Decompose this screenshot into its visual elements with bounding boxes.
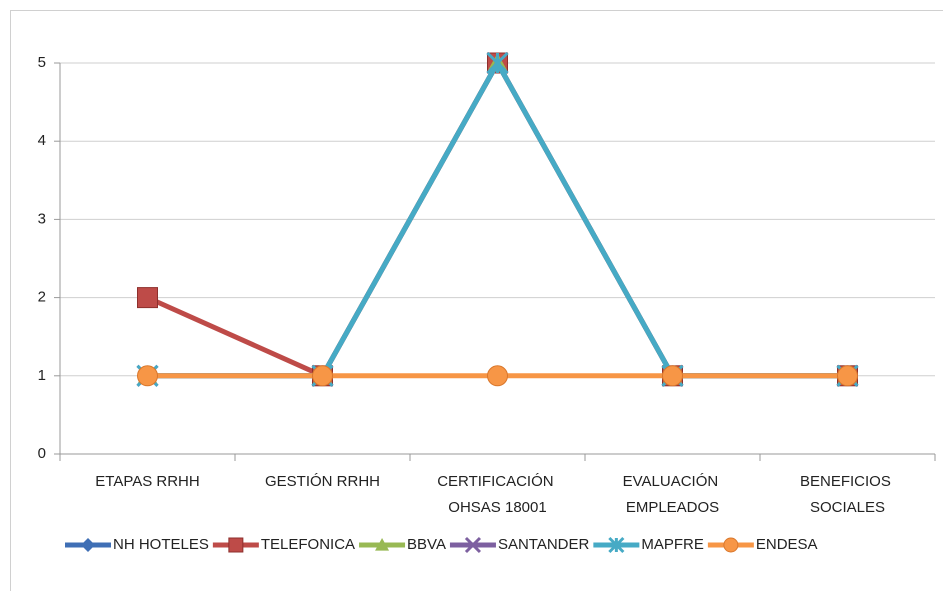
marker xyxy=(228,537,244,553)
legend-label: BBVA xyxy=(407,536,446,553)
marker xyxy=(81,538,95,552)
marker xyxy=(464,536,482,554)
y-tick-label: 3 xyxy=(38,210,46,227)
legend-label: TELEFONICA xyxy=(261,536,355,553)
marker xyxy=(486,51,509,75)
y-tick-label: 1 xyxy=(38,367,46,384)
marker xyxy=(137,287,158,309)
marker xyxy=(662,365,683,387)
marker xyxy=(723,537,739,553)
marker xyxy=(137,365,158,387)
marker xyxy=(487,365,508,387)
marker xyxy=(375,538,390,551)
y-tick-label: 2 xyxy=(38,289,46,306)
x-tick-label: ETAPAS RRHH xyxy=(95,473,199,490)
legend-label: NH HOTELES xyxy=(113,536,209,553)
x-tick-label: EVALUACIÓN EMPLEADOS xyxy=(623,473,723,516)
marker xyxy=(312,365,333,387)
x-tick-label: BENEFICIOS SOCIALES xyxy=(800,473,895,516)
marker xyxy=(608,536,625,554)
chart-frame xyxy=(10,10,943,591)
x-tick-label: GESTIÓN RRHH xyxy=(265,473,380,490)
y-tick-label: 5 xyxy=(38,54,46,71)
legend-label: ENDESA xyxy=(756,536,818,553)
y-tick-label: 4 xyxy=(38,132,46,149)
x-tick-label: CERTIFICACIÓN OHSAS 18001 xyxy=(437,473,558,516)
legend-label: MAPFRE xyxy=(641,536,704,553)
y-tick-label: 0 xyxy=(38,445,46,462)
legend-label: SANTANDER xyxy=(498,536,590,553)
marker xyxy=(837,365,858,387)
